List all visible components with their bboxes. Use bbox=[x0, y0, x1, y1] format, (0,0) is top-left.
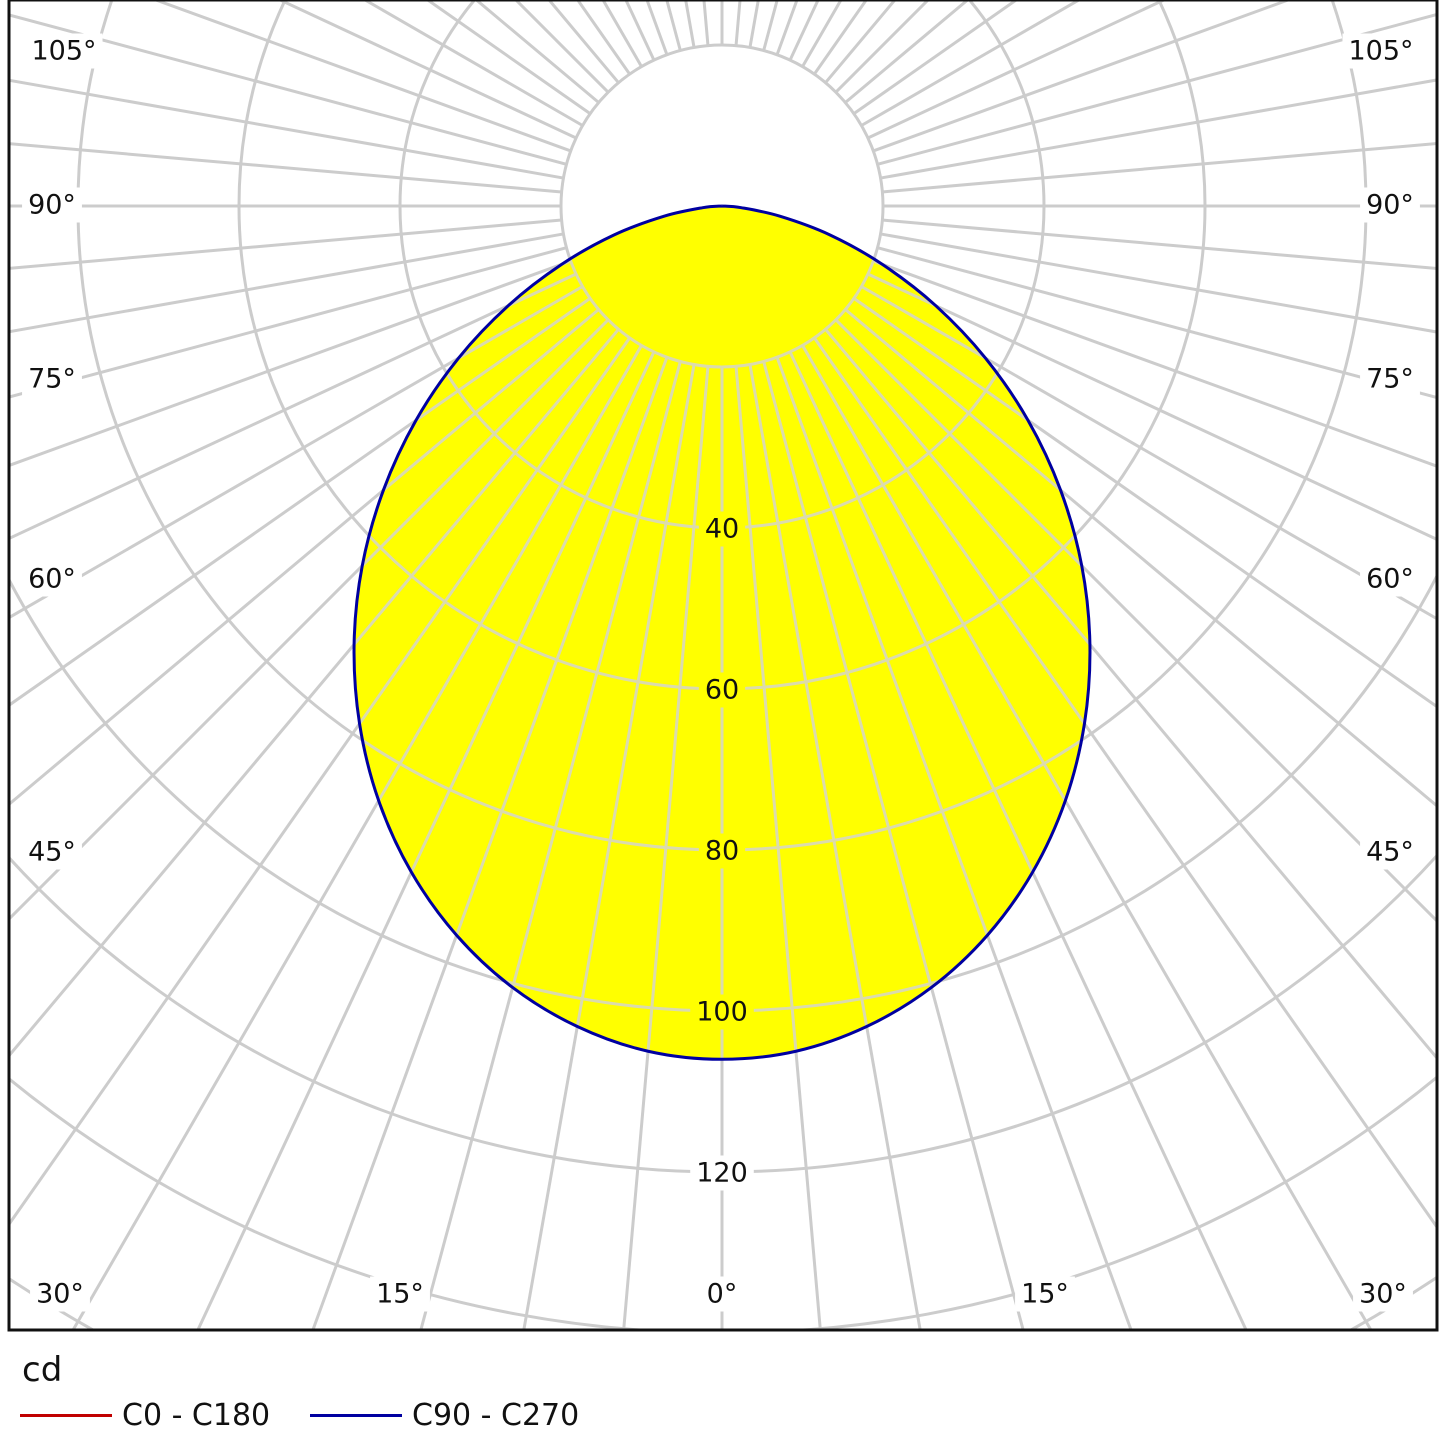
svg-text:0°: 0° bbox=[707, 1279, 738, 1310]
svg-text:105°: 105° bbox=[31, 36, 96, 67]
svg-text:75°: 75° bbox=[28, 364, 76, 395]
svg-text:105°: 105° bbox=[1348, 36, 1413, 67]
svg-text:40: 40 bbox=[705, 514, 739, 545]
svg-text:90°: 90° bbox=[28, 190, 76, 221]
svg-text:30°: 30° bbox=[1359, 1279, 1407, 1310]
chart-frame bbox=[7, 0, 1439, 1332]
unit-label: cd bbox=[22, 1350, 63, 1390]
legend-label: C90 - C270 bbox=[412, 1398, 580, 1433]
legend-swatch-blue bbox=[310, 1414, 402, 1417]
svg-text:15°: 15° bbox=[376, 1279, 424, 1310]
svg-text:100: 100 bbox=[696, 997, 748, 1028]
legend: cd C0 - C180 C90 - C270 bbox=[0, 1340, 1445, 1445]
legend-label: C0 - C180 bbox=[122, 1398, 271, 1433]
legend-item-c90-c270: C90 - C270 bbox=[310, 1398, 579, 1433]
svg-text:45°: 45° bbox=[28, 837, 76, 868]
polar-grid-overlay bbox=[354, 206, 1090, 1060]
svg-text:120: 120 bbox=[696, 1158, 748, 1189]
svg-text:60°: 60° bbox=[28, 564, 76, 595]
svg-text:45°: 45° bbox=[1366, 837, 1414, 868]
polar-chart: 40 60 80 100 120 105° 90° 75° 60° 45° 30° 105° 90° 75… bbox=[7, 0, 1439, 1332]
axis-labels: 40 60 80 100 120 105° 90° 75° 60° 45° 30° 105° 90° 75… bbox=[22, 33, 1420, 1312]
svg-text:60°: 60° bbox=[1366, 564, 1414, 595]
legend-swatch-red bbox=[20, 1414, 112, 1417]
c90-c270-curve bbox=[352, 204, 1092, 1061]
svg-text:80: 80 bbox=[705, 836, 739, 867]
svg-text:30°: 30° bbox=[36, 1279, 84, 1310]
legend-item-c0-c180: C0 - C180 bbox=[20, 1398, 270, 1433]
svg-text:75°: 75° bbox=[1366, 364, 1414, 395]
svg-text:90°: 90° bbox=[1366, 190, 1414, 221]
svg-text:60: 60 bbox=[705, 675, 739, 706]
svg-text:15°: 15° bbox=[1021, 1279, 1069, 1310]
